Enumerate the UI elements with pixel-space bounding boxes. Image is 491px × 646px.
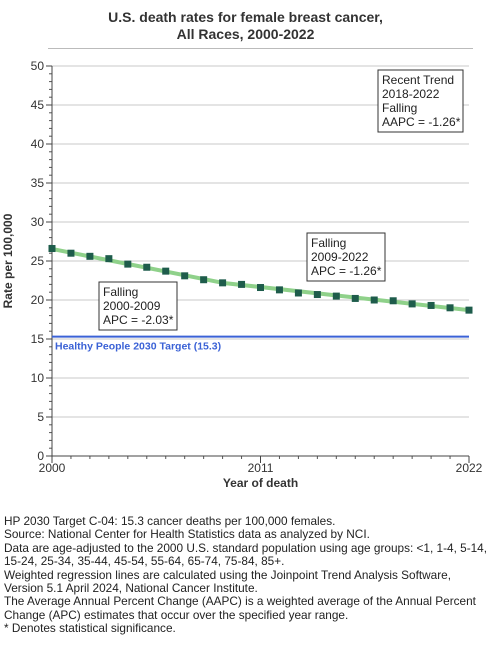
footnote-significance: * Denotes statistical significance. — [4, 621, 176, 636]
y-tick-label-30: 30 — [31, 215, 45, 229]
data-point-2002 — [86, 252, 94, 260]
data-point-2020 — [427, 301, 435, 309]
annotation-text: 2009-2022 — [311, 250, 369, 264]
annotation-text: APC = -2.03* — [103, 313, 174, 327]
footnote-aapc: The Average Annual Percent Change (AAPC)… — [4, 594, 476, 622]
data-point-2005 — [143, 263, 151, 271]
title-divider — [48, 48, 473, 49]
chart-title-line-2: All Races, 2000-2022 — [176, 26, 315, 42]
y-tick-label-45: 45 — [31, 98, 45, 112]
chart-title: U.S. death rates for female breast cance… — [0, 9, 491, 43]
data-point-2007 — [181, 272, 189, 280]
footnote-regression: Weighted regression lines are calculated… — [4, 567, 452, 596]
y-tick-label-50: 50 — [31, 59, 45, 73]
annotation-text: Falling — [311, 236, 346, 250]
data-point-2016 — [351, 294, 359, 302]
annotation-text: Recent Trend — [382, 73, 454, 87]
footnote-source: Source: National Center for Health Stati… — [4, 527, 370, 542]
data-point-2012 — [275, 286, 283, 294]
annotation-text: 2000-2009 — [103, 299, 161, 313]
chart-title-line-1: U.S. death rates for female breast cance… — [108, 9, 383, 25]
data-point-2021 — [446, 304, 454, 312]
y-tick-label-35: 35 — [31, 176, 45, 190]
data-point-2013 — [294, 289, 302, 297]
data-point-2015 — [332, 292, 340, 300]
y-tick-label-25: 25 — [31, 254, 45, 268]
data-point-2019 — [408, 300, 416, 308]
annotation-box — [98, 281, 178, 331]
y-tick-label-40: 40 — [31, 137, 45, 151]
data-point-2004 — [124, 260, 132, 268]
data-point-2010 — [238, 280, 246, 288]
footnotes: HP 2030 Target C-04: 15.3 cancer deaths … — [4, 514, 488, 636]
y-tick-label-20: 20 — [31, 293, 45, 307]
x-axis-label: Year of death — [223, 476, 298, 490]
annotation-text: Falling — [382, 101, 417, 115]
footnote-age-adjustment: Data are age-adjusted to the 2000 U.S. s… — [4, 540, 488, 569]
x-tick-label-2022: 2022 — [456, 461, 483, 475]
annotation-text: 2018-2022 — [382, 87, 440, 101]
data-point-2000 — [48, 245, 56, 253]
target-line-label: Healthy People 2030 Target (15.3) — [55, 341, 221, 353]
y-tick-label-0: 0 — [37, 449, 44, 463]
footnote-target: HP 2030 Target C-04: 15.3 cancer deaths … — [4, 514, 336, 528]
annotation-text: AAPC = -1.26* — [382, 115, 461, 129]
data-point-2011 — [257, 284, 264, 292]
annotation-box — [377, 69, 464, 133]
data-point-2009 — [219, 279, 227, 287]
data-point-2008 — [200, 276, 208, 284]
y-tick-label-10: 10 — [31, 371, 45, 385]
death-rate-chart: 0 5 10 15 20 25 30 35 40 45 50 2000 2011 2022 Year of … — [1, 59, 483, 490]
data-point-2022 — [465, 306, 473, 314]
annotation-text: Falling — [103, 285, 138, 299]
data-point-2018 — [389, 297, 397, 305]
data-point-2014 — [313, 291, 321, 299]
x-tick-label-2000: 2000 — [39, 461, 66, 475]
trend-segment-1 — [50, 246, 225, 285]
data-point-2017 — [370, 296, 378, 304]
data-point-2006 — [162, 267, 170, 275]
y-tick-label-5: 5 — [37, 410, 44, 424]
annotation-box — [306, 232, 386, 282]
data-point-2001 — [67, 249, 75, 257]
annotation-text: APC = -1.26* — [311, 264, 382, 278]
y-tick-label-15: 15 — [31, 332, 45, 346]
x-tick-label-2011: 2011 — [248, 461, 274, 475]
data-point-2003 — [105, 255, 113, 263]
y-axis-label: Rate per 100,000 — [1, 213, 15, 308]
